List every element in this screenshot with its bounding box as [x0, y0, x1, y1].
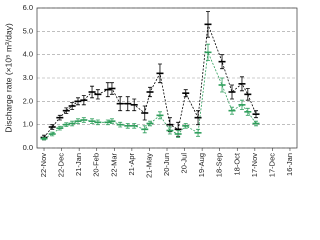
x-tick-label: 16-Jan	[285, 153, 294, 176]
x-tick-label: 18-Sep	[215, 153, 224, 177]
x-tick-label: 22-Mar	[109, 153, 118, 177]
x-tick-label: 21-Jan	[74, 153, 83, 176]
x-tick-label: 17-Nov	[250, 153, 259, 177]
x-tick-label: 20-Jul	[180, 153, 189, 174]
x-tick-label: 18-Oct	[232, 152, 241, 175]
x-tick-label: 21-May	[144, 153, 153, 178]
y-tick-label: 2.0	[23, 96, 33, 105]
x-tick-label: 20-Feb	[92, 153, 101, 177]
y-tick-label: 4.0	[23, 50, 33, 59]
x-tick-label: 22-Nov	[39, 153, 48, 177]
y-tick-label: 5.0	[23, 26, 33, 35]
x-tick-label: 17-Dec	[267, 153, 276, 177]
y-tick-label: 3.0	[23, 73, 33, 82]
y-tick-label: 6.0	[23, 3, 33, 12]
chart: Discharge rate (×10⁵ m³/day) 0.0 1.0 2.0 3.…	[3, 3, 298, 178]
x-tick-label: 21-Apr	[127, 153, 136, 176]
x-tick-label: 19-Aug	[197, 153, 206, 177]
y-tick-label: 0.0	[23, 143, 33, 152]
y-tick-label: 1.0	[23, 120, 33, 129]
plot-frame	[36, 7, 298, 149]
x-tick-label: 20-Jun	[162, 153, 171, 176]
y-axis-label: Discharge rate (×10⁵ m³/day)	[3, 23, 13, 133]
x-tick-label: 22-Dec	[57, 153, 66, 177]
